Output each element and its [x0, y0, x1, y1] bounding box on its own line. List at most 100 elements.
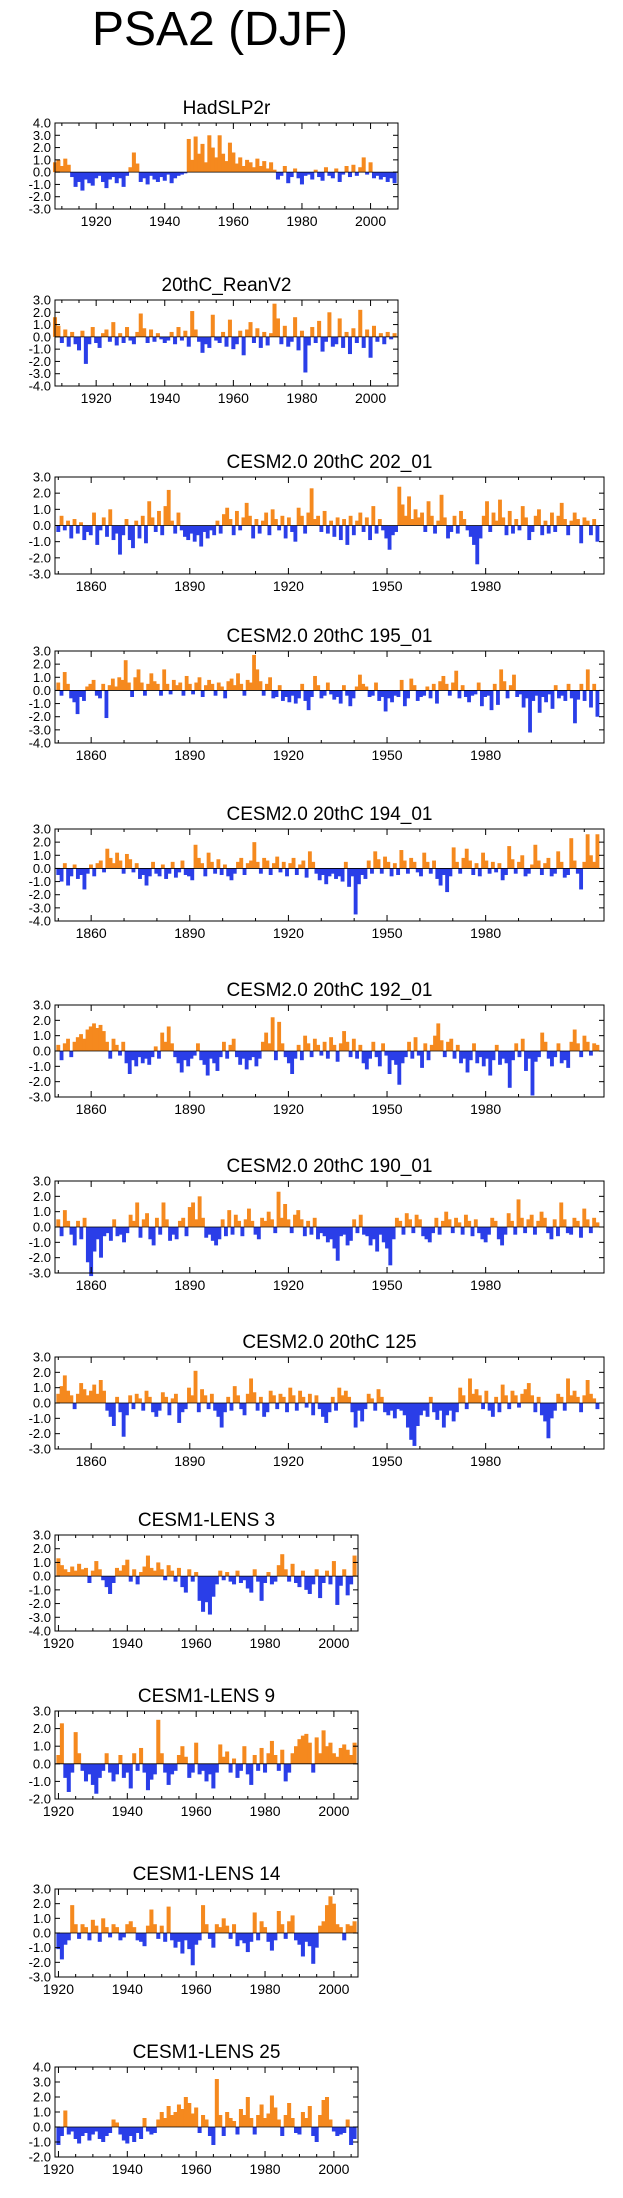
negative-anomaly-bar [496, 690, 500, 705]
chart-title: CESM2.0 20thC 190_01 [227, 1156, 433, 1177]
negative-anomaly-bar [284, 690, 289, 697]
negative-anomaly-bar [329, 690, 333, 695]
negative-anomaly-bar [348, 690, 353, 707]
negative-anomaly-bar [299, 1051, 304, 1061]
positive-anomaly-bar [514, 519, 519, 526]
negative-anomaly-bar [389, 172, 394, 179]
positive-anomaly-bar [190, 2113, 195, 2127]
negative-anomaly-bar [566, 525, 571, 536]
negative-anomaly-bar [403, 1051, 408, 1058]
positive-anomaly-bar [327, 312, 332, 337]
negative-anomaly-bar [294, 1403, 299, 1411]
negative-anomaly-bar [396, 690, 401, 697]
negative-anomaly-bar [487, 1227, 491, 1235]
positive-anomaly-bar [124, 519, 129, 526]
negative-anomaly-bar [323, 336, 328, 342]
negative-anomaly-bar [152, 172, 157, 180]
positive-anomaly-bar [352, 1555, 357, 1577]
negative-anomaly-bar [73, 2127, 78, 2139]
positive-anomaly-bar [216, 859, 221, 869]
positive-anomaly-bar [429, 1044, 434, 1051]
positive-anomaly-bar [429, 515, 434, 526]
negative-anomaly-bar [415, 690, 420, 701]
negative-anomaly-bar [242, 1933, 247, 1944]
positive-anomaly-bar [121, 1041, 126, 1051]
chart-panel: CESM2.0 20thC 192_013.02.01.00.0-1.0-2.0… [29, 980, 605, 1117]
negative-anomaly-bar [59, 868, 64, 882]
positive-anomaly-bar [497, 863, 502, 869]
negative-anomaly-bar [325, 1051, 330, 1059]
y-tick-label: 3.0 [33, 1528, 51, 1543]
negative-anomaly-bar [382, 172, 387, 178]
x-tick-label: 1950 [371, 1101, 402, 1117]
positive-anomaly-bar [358, 1214, 363, 1227]
negative-anomaly-bar [276, 1763, 281, 1771]
positive-anomaly-bar [95, 1393, 100, 1403]
positive-anomaly-bar [492, 683, 497, 691]
positive-anomaly-bar [128, 1214, 133, 1227]
negative-anomaly-bar [251, 336, 256, 343]
negative-anomaly-bar [283, 1933, 288, 1939]
negative-anomaly-bar [184, 1227, 189, 1237]
positive-anomaly-bar [181, 1217, 186, 1227]
negative-anomaly-bar [180, 1933, 185, 1954]
positive-anomaly-bar [210, 314, 215, 337]
positive-anomaly-bar [245, 863, 250, 869]
negative-anomaly-bar [283, 1763, 288, 1782]
positive-anomaly-bar [228, 519, 233, 526]
negative-anomaly-bar [464, 1403, 469, 1410]
negative-anomaly-bar [118, 1403, 123, 1413]
negative-anomaly-bar [87, 172, 92, 184]
negative-anomaly-bar [562, 868, 567, 878]
x-tick-label: 1950 [371, 1453, 402, 1469]
positive-anomaly-bar [371, 325, 377, 337]
negative-anomaly-bar [533, 1227, 537, 1235]
positive-anomaly-bar [126, 682, 131, 691]
negative-anomaly-bar [480, 1227, 485, 1240]
positive-anomaly-bar [358, 674, 362, 691]
negative-anomaly-bar [338, 2127, 343, 2135]
positive-anomaly-bar [160, 1392, 165, 1403]
negative-anomaly-bar [451, 1403, 456, 1422]
positive-anomaly-bar [275, 856, 280, 869]
negative-anomaly-bar [332, 1227, 337, 1249]
negative-anomaly-bar [320, 336, 325, 352]
positive-anomaly-bar [344, 166, 349, 173]
x-tick-label: 1920 [273, 1101, 304, 1117]
chart-title: CESM2.0 20thC 202_01 [227, 452, 433, 473]
negative-anomaly-bar [157, 868, 162, 877]
negative-anomaly-bar [190, 1576, 195, 1582]
negative-anomaly-bar [504, 868, 508, 875]
negative-anomaly-bar [539, 868, 544, 875]
positive-anomaly-bar [163, 506, 168, 526]
positive-anomaly-bar [248, 682, 253, 691]
negative-anomaly-bar [262, 1403, 267, 1417]
positive-anomaly-bar [187, 2103, 192, 2127]
positive-anomaly-bar [520, 1038, 525, 1051]
x-tick-label: 1920 [81, 213, 112, 229]
positive-anomaly-bar [133, 677, 138, 691]
x-tick-label: 1980 [470, 578, 501, 594]
negative-anomaly-bar [425, 1403, 430, 1417]
x-tick-label: 1920 [43, 1803, 74, 1819]
positive-anomaly-bar [297, 1739, 302, 1764]
positive-anomaly-bar [170, 520, 174, 526]
negative-anomaly-bar [238, 1763, 243, 1771]
positive-anomaly-bar [337, 318, 342, 337]
positive-anomaly-bar [164, 1396, 169, 1403]
positive-anomaly-bar [85, 686, 90, 691]
positive-anomaly-bar [273, 2107, 278, 2127]
negative-anomaly-bar [77, 2127, 82, 2144]
positive-anomaly-bar [170, 1043, 174, 1051]
positive-anomaly-bar [446, 1041, 450, 1051]
positive-anomaly-bar [62, 863, 67, 869]
positive-anomaly-bar [343, 861, 348, 869]
negative-anomaly-bar [207, 1576, 212, 1615]
positive-anomaly-bar [118, 333, 123, 337]
positive-anomaly-bar [259, 2104, 264, 2127]
negative-anomaly-bar [345, 1227, 350, 1246]
negative-anomaly-bar [428, 690, 433, 699]
positive-anomaly-bar [232, 1386, 237, 1403]
positive-anomaly-bar [160, 864, 165, 869]
negative-anomaly-bar [384, 525, 389, 539]
